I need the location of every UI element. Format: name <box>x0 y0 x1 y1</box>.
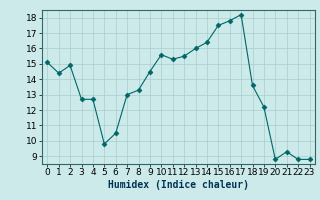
X-axis label: Humidex (Indice chaleur): Humidex (Indice chaleur) <box>108 180 249 190</box>
